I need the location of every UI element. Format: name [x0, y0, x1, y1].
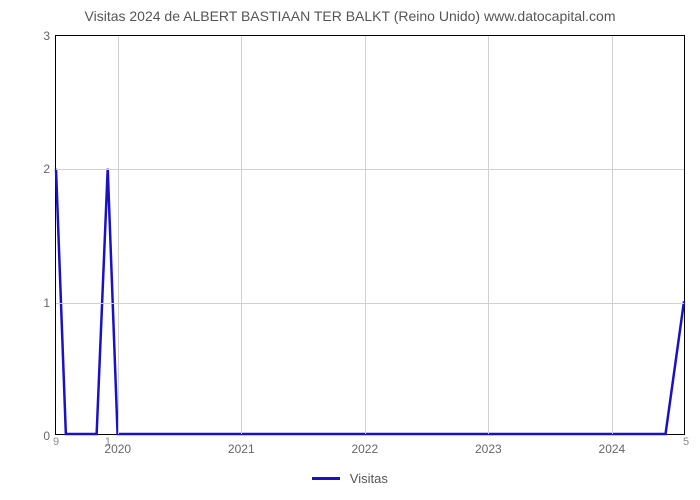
grid-line-v	[612, 36, 613, 434]
grid-line-v	[488, 36, 489, 434]
data-point-label: 9	[53, 434, 59, 448]
data-point-label: 1	[105, 434, 111, 448]
grid-line-h	[56, 303, 684, 304]
grid-line-h	[56, 169, 684, 170]
x-tick-label: 2021	[228, 434, 255, 456]
y-tick-label: 2	[43, 162, 56, 176]
legend-swatch	[312, 477, 340, 480]
data-point-label: 5	[683, 434, 689, 448]
x-tick-label: 2023	[475, 434, 502, 456]
y-tick-label: 1	[43, 296, 56, 310]
line-series	[56, 36, 684, 434]
grid-line-v	[365, 36, 366, 434]
grid-line-v	[241, 36, 242, 434]
legend-label: Visitas	[350, 471, 388, 486]
chart-title: Visitas 2024 de ALBERT BASTIAAN TER BALK…	[0, 0, 700, 30]
legend: Visitas	[0, 470, 700, 486]
plot-area: 012320202021202220232024915	[55, 35, 685, 435]
grid-line-v	[118, 36, 119, 434]
x-tick-label: 2024	[599, 434, 626, 456]
series-line	[56, 169, 684, 434]
y-tick-label: 3	[43, 29, 56, 43]
x-tick-label: 2022	[351, 434, 378, 456]
